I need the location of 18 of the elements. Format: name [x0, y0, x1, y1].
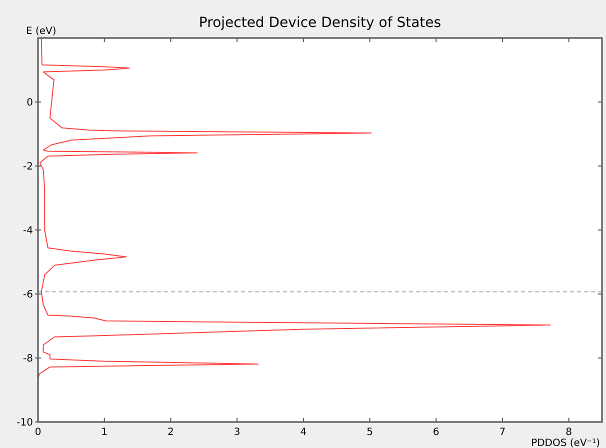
x-tick-label: 7 — [499, 427, 506, 438]
x-tick-label: 0 — [34, 427, 42, 438]
chart-title: Projected Device Density of States — [198, 15, 442, 31]
y-tick-label: -6 — [23, 290, 33, 300]
x-tick-label: 8 — [566, 427, 572, 438]
x-tick-label: 6 — [432, 427, 440, 438]
x-tick-label: 4 — [300, 427, 307, 438]
x-axis-title: PDDOS (eV⁻¹) — [531, 438, 600, 448]
x-tick-label: 2 — [168, 427, 174, 438]
y-tick-label: 0 — [26, 98, 33, 108]
y-tick-label: -4 — [23, 226, 33, 236]
y-axis-title: E (eV) — [26, 26, 56, 37]
y-tick-label: -8 — [23, 354, 33, 364]
y-tick-label: -10 — [16, 418, 33, 428]
x-tick-label: 3 — [234, 427, 240, 438]
x-tick-label: 1 — [101, 427, 108, 438]
x-tick-label: 5 — [366, 427, 373, 438]
y-tick-label: -2 — [23, 162, 33, 172]
